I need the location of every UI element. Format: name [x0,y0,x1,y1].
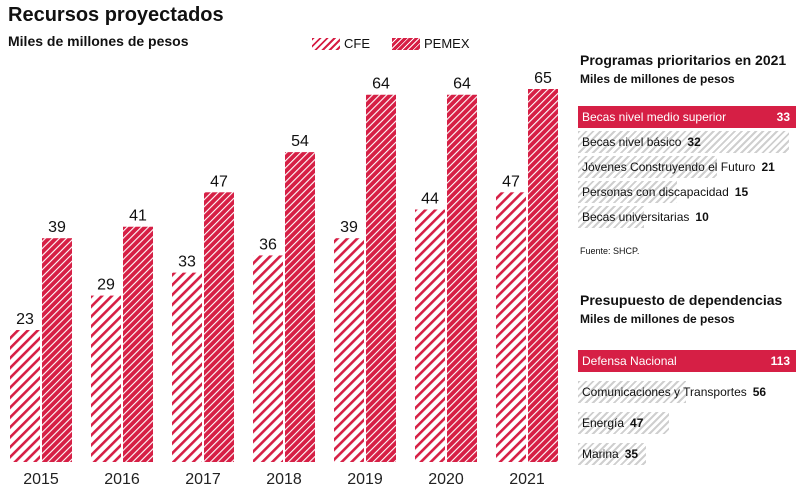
bar-cfe-2018 [253,255,283,462]
x-tick-2019: 2019 [347,471,383,488]
legend-label-cfe: CFE [344,36,370,51]
legend-swatch-pemex [392,37,420,50]
hbar-row-1: Becas nivel básico 32 [578,131,796,153]
bar-cfe-2019 [334,238,364,462]
chart-title: Recursos proyectados [8,4,224,26]
x-tick-2020: 2020 [428,471,464,488]
bar-pemex-2015 [42,238,72,462]
x-tick-2018: 2018 [266,471,302,488]
data-label-cfe-2018: 36 [259,236,277,253]
hbar-row-3: Personas con discapacidad 15 [578,181,796,203]
data-label-cfe-2020: 44 [421,191,439,208]
hbar-0 [578,106,796,128]
hbar-value-3: 15 [734,185,749,199]
data-label-pemex-2017: 47 [210,173,228,190]
legend-label-pemex: PEMEX [424,36,470,51]
bar-pemex-2018 [285,152,315,462]
hbar-label-2: Energía [582,416,625,430]
hbar-value-2: 47 [630,416,644,430]
data-label-cfe-2021: 47 [502,173,520,190]
x-tick-2016: 2016 [104,471,140,488]
x-tick-2017: 2017 [185,471,221,488]
budget-title: Presupuesto de dependencias [580,292,783,308]
source-note: Fuente: SHCP. [580,246,640,256]
hbar-label-2: Jóvenes Construyendo el Futuro [582,160,756,174]
hbar-label-1: Becas nivel básico [582,135,682,149]
programs-subtitle: Miles de millones de pesos [580,72,735,86]
main-bar-chart: 23 39 2015 29 41 2016 33 47 2017 36 54 2018 39 64 2019… [10,70,558,488]
legend: CFE PEMEX [312,36,492,51]
hbar-row-1: Comunicaciones y Transportes 56 [578,381,796,403]
data-label-pemex-2019: 64 [372,76,390,93]
bar-pemex-2017 [204,192,234,463]
bar-pemex-2020 [447,94,477,462]
budget-subtitle: Miles de millones de pesos [580,312,735,326]
hbar-0 [578,350,796,372]
hbar-2 [578,156,717,178]
bar-pemex-2021 [528,89,558,462]
data-label-pemex-2021: 65 [534,70,552,87]
bar-cfe-2015 [10,330,40,462]
bar-cfe-2016 [91,295,121,462]
hbar-4 [578,206,645,228]
hbar-3 [578,181,678,203]
bar-pemex-2016 [123,226,153,462]
hbar-1 [578,381,687,403]
hbar-2 [578,412,669,434]
hbar-row-4: Becas universitarias 10 [578,206,796,228]
hbar-value-0: 113 [770,354,790,368]
hbar-label-4: Becas universitarias [582,210,690,224]
data-label-pemex-2018: 54 [291,133,309,150]
x-tick-2021: 2021 [509,471,545,488]
hbar-3 [578,443,646,465]
hbar-label-1: Comunicaciones y Transportes [582,385,747,399]
programs-title: Programas prioritarios en 2021 [580,52,787,68]
x-tick-2015: 2015 [23,471,59,488]
hbar-label-3: Personas con discapacidad [582,185,729,199]
chart-subtitle: Miles de millones de pesos [8,33,189,49]
hbar-row-0: Becas nivel medio superior 33 [578,106,796,128]
hbar-1 [578,131,790,153]
hbar-label-0: Becas nivel medio superior [582,110,727,124]
hbar-label-3: Marina [582,447,619,461]
data-label-cfe-2015: 23 [16,311,34,328]
hbar-row-3: Marina 35 [578,443,796,465]
hbar-value-3: 35 [624,447,639,461]
hbar-value-1: 56 [752,385,767,399]
hbar-value-4: 10 [695,210,709,224]
data-label-pemex-2020: 64 [453,76,471,93]
hbar-value-0: 33 [776,110,790,124]
legend-swatch-cfe [312,37,340,50]
data-label-pemex-2015: 39 [48,219,66,236]
bar-cfe-2021 [496,192,526,463]
hbar-row-0: Defensa Nacional 113 [578,350,796,372]
hbar-row-2: Energía 47 [578,412,796,434]
data-label-cfe-2017: 33 [178,254,196,271]
bar-pemex-2019 [366,94,396,462]
data-label-pemex-2016: 41 [129,208,147,225]
data-label-cfe-2016: 29 [97,277,115,294]
hbar-row-2: Jóvenes Construyendo el Futuro 21 [578,156,796,178]
hbar-value-1: 32 [687,135,701,149]
hbar-label-0: Defensa Nacional [582,354,677,368]
bar-cfe-2017 [172,272,202,462]
bar-cfe-2020 [415,209,445,462]
data-label-cfe-2019: 39 [340,219,358,236]
hbar-value-2: 21 [761,160,775,174]
